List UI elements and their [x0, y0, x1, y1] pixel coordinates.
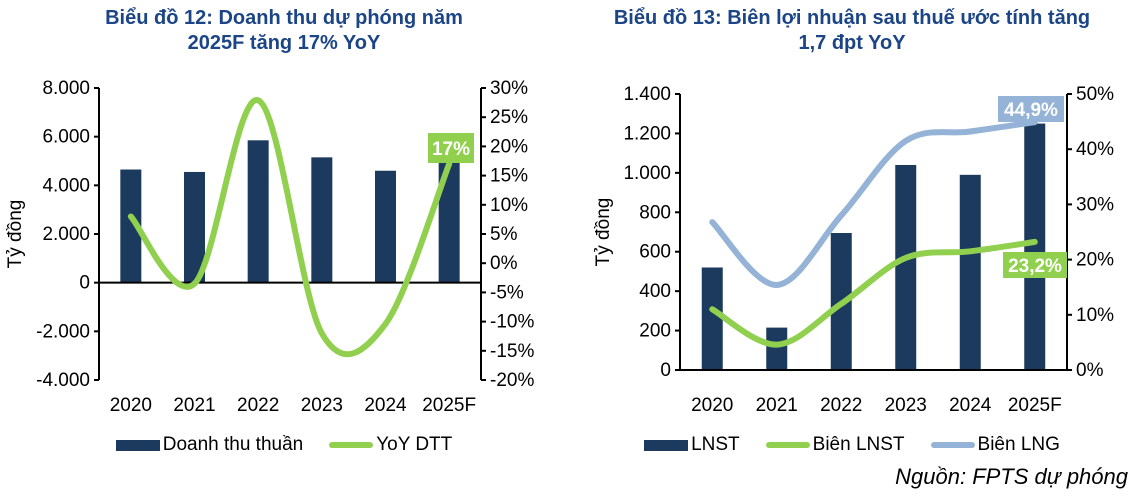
legend-label: Doanh thu thuần: [162, 434, 304, 455]
revenue-chart-panel: Biểu đồ 12: Doanh thu dự phóng năm 2025F…: [0, 7, 568, 456]
left-axis-tick-label: 6.000: [42, 127, 90, 148]
left-axis-tick-label: 600: [639, 242, 671, 263]
right-axis-tick-label: 30%: [1076, 194, 1114, 215]
chart-legend: LNST Biên LNST Biên LNG: [568, 434, 1136, 456]
right-axis-tick-label: 40%: [1076, 139, 1114, 160]
bar-2024: [959, 174, 981, 370]
x-axis-label: 2022: [237, 395, 279, 416]
bar-swatch-icon: [115, 439, 160, 451]
right-axis-tick-label: -5%: [490, 282, 524, 303]
left-axis-tick-label: 8.000: [42, 78, 90, 99]
right-axis-tick-label: 10%: [1076, 305, 1114, 326]
left-axis-tick-label: 800: [639, 202, 671, 223]
bar-2025F: [1024, 123, 1046, 370]
callout-box: [1003, 252, 1067, 278]
right-axis-tick-label: 0%: [1076, 360, 1104, 381]
right-axis-tick-label: 20%: [490, 136, 528, 157]
legend-item: Biên LNST: [765, 434, 905, 456]
line-swatch-icon: [765, 442, 810, 448]
right-axis-tick-label: 25%: [490, 107, 528, 128]
right-axis-tick-label: 5%: [490, 224, 518, 245]
callout-label: 44,9%: [1004, 100, 1058, 121]
bar-swatch-icon: [644, 439, 689, 451]
left-axis-tick-label: 1.400: [623, 84, 671, 105]
x-axis-label: 2024: [949, 395, 992, 416]
bar-2021: [184, 171, 205, 283]
bar-2022: [247, 140, 269, 283]
line-Biên LNST: [709, 238, 1038, 348]
legend-item: YoY DTT: [329, 434, 452, 456]
right-axis-tick-label: 30%: [490, 78, 528, 99]
left-axis-tick-label: 0: [660, 360, 671, 381]
right-axis-tick-label: -20%: [490, 370, 534, 391]
chart-legend: Doanh thu thuần YoY DTT: [0, 434, 568, 456]
bar-2020: [701, 267, 723, 370]
x-axis-label: 2025F: [422, 395, 476, 416]
legend-item: Doanh thu thuần: [115, 434, 304, 456]
left-axis-tick-label: 0: [79, 273, 90, 294]
source-note: Nguồn: FPTS dự phóng: [895, 464, 1128, 489]
right-axis-tick-label: -10%: [490, 312, 534, 333]
x-axis-label: 2022: [820, 395, 862, 416]
left-axis-tick-label: 1.000: [623, 163, 671, 184]
right-axis-tick-label: 20%: [1076, 250, 1114, 271]
x-axis-label: 2021: [173, 395, 215, 416]
left-axis-tick-label: 1.200: [623, 123, 671, 144]
chart-title: Biểu đồ 13: Biên lợi nhuận sau thuế ước …: [613, 7, 1091, 54]
legend-item: Biên LNG: [930, 434, 1060, 456]
x-axis-label: 2020: [110, 395, 152, 416]
x-axis-label: 2023: [301, 395, 343, 416]
bar-2021: [766, 327, 788, 370]
left-axis-tick-label: -4.000: [36, 370, 90, 391]
callout-label: 17%: [432, 139, 470, 160]
left-axis-tick-label: -2.000: [36, 321, 90, 342]
right-axis-tick-label: 15%: [490, 166, 528, 187]
legend-label: LNST: [691, 434, 740, 455]
bar-2020: [120, 169, 142, 283]
callout-box: [998, 96, 1064, 122]
margin-chart: 1.400 1.200 1.000 800 600 400 200 0 50% 40% 30% 20%…: [623, 84, 1114, 416]
right-axis-tick-label: 0%: [490, 253, 518, 274]
left-axis-tick-label: 200: [639, 321, 671, 342]
x-axis-label: 2024: [364, 395, 407, 416]
bar-2023: [895, 164, 917, 370]
right-axis-tick-label: -15%: [490, 341, 534, 362]
x-axis-label: 2021: [756, 395, 798, 416]
left-axis-tick-label: 4.000: [42, 175, 90, 196]
bar-2023: [311, 157, 333, 283]
callout-label: 23,2%: [1008, 256, 1062, 277]
line-Biên LNG: [709, 119, 1038, 288]
line-YoY DTT: [127, 97, 453, 358]
legend-label: Biên LNG: [977, 434, 1060, 455]
callout-box: [428, 133, 474, 163]
x-axis-label: 2023: [885, 395, 927, 416]
legend-label: YoY DTT: [376, 434, 453, 455]
bar-2024: [375, 170, 396, 283]
right-axis-tick-label: 50%: [1076, 84, 1114, 105]
chart-title: Biểu đồ 12: Doanh thu dự phóng năm 2025F…: [105, 7, 463, 54]
margin-chart-panel: Biểu đồ 13: Biên lợi nhuận sau thuế ước …: [568, 0, 1136, 504]
legend-item: LNST: [644, 434, 740, 456]
left-axis-tick-label: 2.000: [42, 224, 90, 245]
legend-label: Biên LNST: [812, 434, 905, 455]
x-axis-label: 2025F: [1008, 395, 1062, 416]
revenue-chart: 8.000 6.000 4.000 2.000 0 -2.000 -4.000 30% 25% 2…: [36, 78, 534, 416]
right-axis-tick-label: 10%: [490, 195, 528, 216]
left-axis-tick-label: 400: [639, 281, 671, 302]
line-swatch-icon: [329, 442, 374, 448]
x-axis-label: 2020: [691, 395, 733, 416]
line-swatch-icon: [930, 442, 975, 448]
